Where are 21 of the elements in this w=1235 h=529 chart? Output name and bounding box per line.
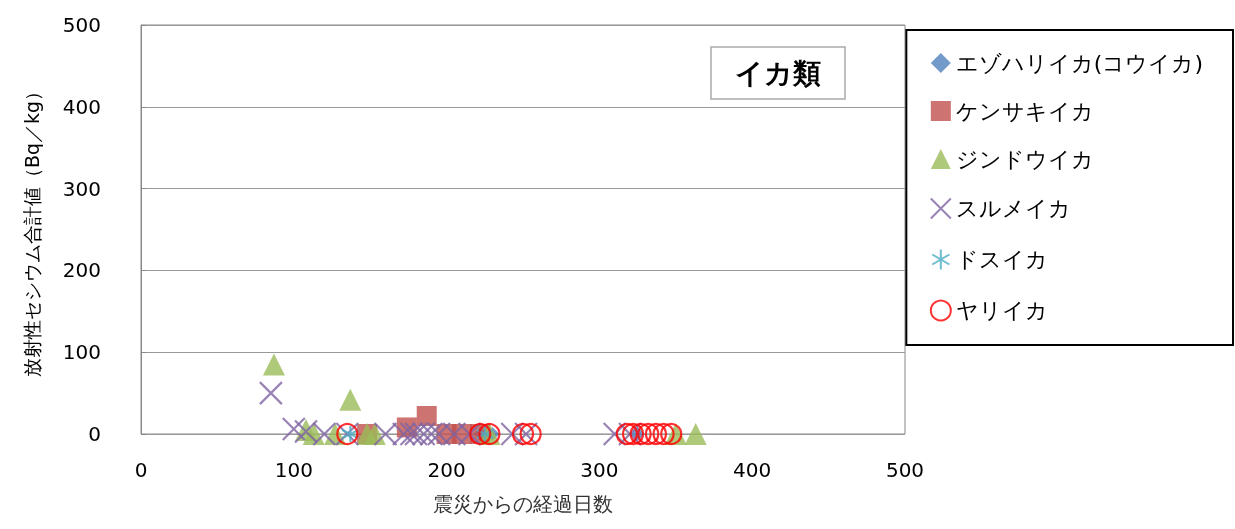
x-tick-label: 500 <box>885 458 925 482</box>
legend-label: ケンサキイカ <box>955 98 1094 124</box>
x-tick-label: 100 <box>274 458 313 482</box>
legend-label: ジンドウイカ <box>955 146 1094 172</box>
legend-label: スルメイカ <box>955 196 1071 221</box>
x-tick-label: 0 <box>134 458 148 482</box>
x-tick-label: 300 <box>580 458 619 482</box>
x-tick-label: 400 <box>733 458 772 482</box>
y-axis-title: 放射性セシウム合計値（Bq／kg） <box>20 81 43 378</box>
y-tick-label: 0 <box>88 422 101 446</box>
y-tick-label: 400 <box>62 94 101 119</box>
x-axis-title: 震災からの経過日数 <box>433 492 613 516</box>
y-tick-label: 100 <box>62 340 101 365</box>
x-tick-label: 200 <box>427 458 466 482</box>
legend-label: エゾハリイカ(コウイカ) <box>955 50 1204 76</box>
y-tick-label: 200 <box>62 258 101 283</box>
y-tick-label: 300 <box>62 176 101 201</box>
legend-label: ヤリイカ <box>955 298 1048 323</box>
legend-label: ドスイカ <box>955 247 1048 272</box>
text: イカ類 <box>735 56 821 90</box>
y-tick-label: 500 <box>62 13 101 37</box>
